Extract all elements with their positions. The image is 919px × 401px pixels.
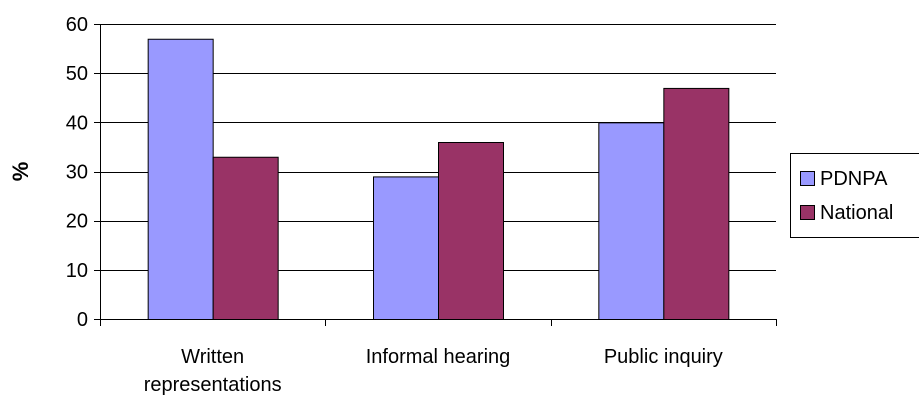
category-label-line: Written — [181, 346, 244, 368]
bars — [147, 38, 730, 321]
legend-label-national: National — [820, 202, 893, 224]
category-label-line: Public inquiry — [604, 346, 723, 368]
y-axis-label: % — [8, 162, 33, 182]
bar-pdnpa-1 — [373, 176, 439, 320]
bar-national-1 — [438, 142, 504, 320]
legend-box — [790, 153, 919, 238]
category-labels: Written representations Informal hearing Pu… — [144, 346, 723, 396]
category-label-line: representations — [144, 374, 282, 396]
y-tick-label-40: 40 — [66, 112, 88, 134]
y-tick-labels: 0 10 20 30 40 50 60 — [66, 14, 88, 331]
y-tick-label-50: 50 — [66, 63, 88, 85]
bar-pdnpa-2 — [598, 122, 665, 321]
y-tick-label-0: 0 — [77, 309, 88, 331]
legend: PDNPA National — [790, 153, 919, 238]
axes — [94, 24, 777, 326]
bar-pdnpa-0 — [147, 38, 214, 320]
legend-swatch-pdnpa — [800, 171, 815, 186]
y-tick-label-30: 30 — [66, 162, 88, 184]
category-label-0: Written representations — [144, 346, 282, 396]
y-tick-label-20: 20 — [66, 211, 88, 233]
category-label-1: Informal hearing — [366, 346, 511, 368]
legend-swatch-national — [800, 205, 815, 220]
category-label-2: Public inquiry — [604, 346, 723, 368]
y-tick-label-60: 60 — [66, 14, 88, 36]
bar-national-2 — [663, 87, 730, 320]
legend-label-pdnpa: PDNPA — [820, 168, 888, 190]
y-tick-label-10: 10 — [66, 260, 88, 282]
category-label-line: Informal hearing — [366, 346, 511, 368]
bar-national-0 — [212, 156, 279, 320]
